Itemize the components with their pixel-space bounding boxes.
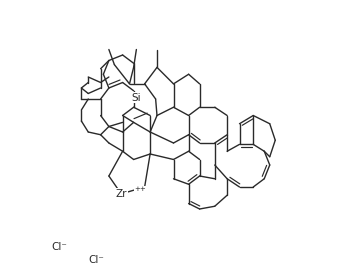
- Text: Zr: Zr: [116, 189, 127, 199]
- Text: Cl⁻: Cl⁻: [51, 243, 67, 252]
- Text: Si: Si: [132, 93, 141, 103]
- Text: ++: ++: [134, 186, 146, 192]
- Text: Cl⁻: Cl⁻: [88, 255, 104, 265]
